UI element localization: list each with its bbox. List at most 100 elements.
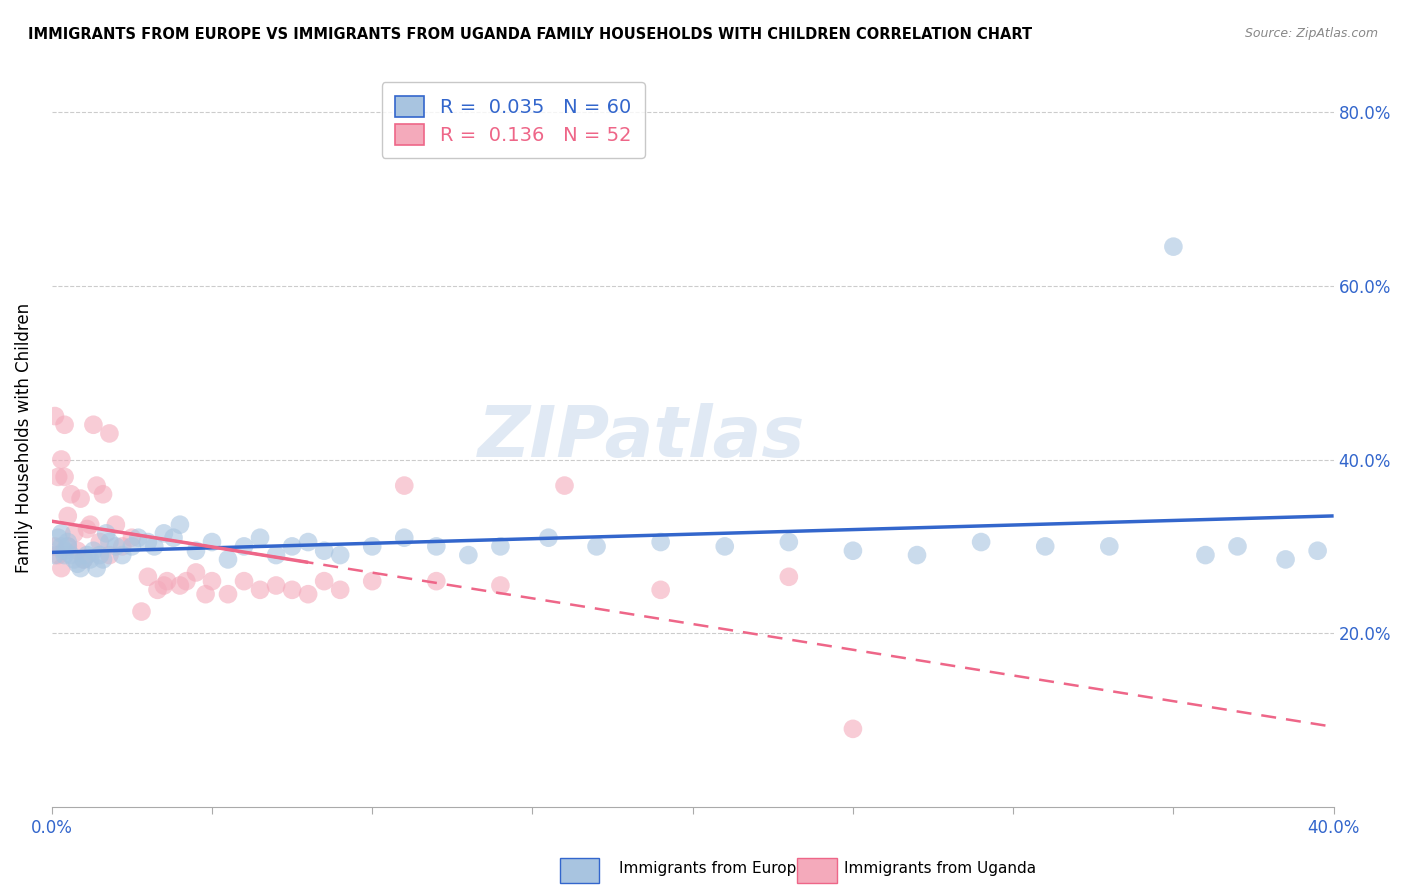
Point <box>56 535 79 549</box>
Point <box>153 526 176 541</box>
Point <box>585 540 607 554</box>
Text: Source: ZipAtlas.com: Source: ZipAtlas.com <box>1244 27 1378 40</box>
Point <box>201 535 224 549</box>
Point <box>905 548 928 562</box>
Point <box>69 561 91 575</box>
Point <box>46 548 69 562</box>
Point <box>297 535 319 549</box>
Point <box>76 522 98 536</box>
Point <box>98 548 121 562</box>
Point <box>44 540 66 554</box>
Point <box>553 478 575 492</box>
Point <box>91 552 114 566</box>
Point <box>69 491 91 506</box>
Legend: R =  0.035   N = 60, R =  0.136   N = 52: R = 0.035 N = 60, R = 0.136 N = 52 <box>381 82 645 159</box>
Point <box>156 574 179 589</box>
Point <box>489 540 512 554</box>
Point <box>297 587 319 601</box>
Point <box>136 535 159 549</box>
Point <box>184 543 207 558</box>
Point <box>314 574 336 589</box>
Point <box>111 548 134 562</box>
Point <box>44 409 66 423</box>
Point <box>650 582 672 597</box>
Point <box>281 540 304 554</box>
Point <box>842 543 865 558</box>
Point <box>51 526 73 541</box>
Point <box>127 531 149 545</box>
Point <box>104 517 127 532</box>
Point <box>56 540 79 554</box>
Point <box>143 540 166 554</box>
Point <box>249 582 271 597</box>
Point <box>314 543 336 558</box>
Y-axis label: Family Households with Children: Family Households with Children <box>15 302 32 573</box>
Point <box>46 531 69 545</box>
Point <box>44 548 66 562</box>
Point <box>56 508 79 523</box>
Point <box>79 552 101 566</box>
Text: ZIPatlas: ZIPatlas <box>478 403 806 472</box>
Point <box>184 566 207 580</box>
Point <box>201 574 224 589</box>
Point <box>329 548 352 562</box>
Point <box>176 574 198 589</box>
Point <box>46 470 69 484</box>
Point <box>361 574 384 589</box>
Text: Immigrants from Uganda: Immigrants from Uganda <box>844 861 1036 876</box>
Point <box>537 531 560 545</box>
Point <box>59 548 82 562</box>
Point <box>146 582 169 597</box>
Point <box>1194 548 1216 562</box>
Point <box>233 574 256 589</box>
Point <box>842 722 865 736</box>
Point <box>1163 239 1185 253</box>
Point <box>264 578 287 592</box>
Point <box>329 582 352 597</box>
Point <box>76 548 98 562</box>
Point <box>1033 540 1056 554</box>
Point <box>53 548 76 562</box>
Point <box>217 587 239 601</box>
Point <box>79 517 101 532</box>
Point <box>131 605 153 619</box>
Point <box>82 543 104 558</box>
Point <box>121 540 143 554</box>
Point <box>169 578 191 592</box>
Point <box>53 543 76 558</box>
Point <box>281 582 304 597</box>
Point <box>264 548 287 562</box>
Point <box>394 478 416 492</box>
Point <box>217 552 239 566</box>
Point <box>394 531 416 545</box>
Point <box>121 531 143 545</box>
Point <box>73 552 96 566</box>
Point <box>56 540 79 554</box>
Point <box>63 526 86 541</box>
Point <box>86 561 108 575</box>
Point <box>713 540 735 554</box>
Text: IMMIGRANTS FROM EUROPE VS IMMIGRANTS FROM UGANDA FAMILY HOUSEHOLDS WITH CHILDREN: IMMIGRANTS FROM EUROPE VS IMMIGRANTS FRO… <box>28 27 1032 42</box>
Point <box>778 535 800 549</box>
Point <box>51 452 73 467</box>
Point <box>111 540 134 554</box>
Point <box>66 543 89 558</box>
Point <box>66 557 89 571</box>
Point <box>425 540 447 554</box>
Point <box>1226 540 1249 554</box>
Point <box>136 570 159 584</box>
Point <box>457 548 479 562</box>
Point <box>104 540 127 554</box>
Point <box>970 535 993 549</box>
Point <box>59 487 82 501</box>
Point <box>89 535 111 549</box>
Point <box>162 531 184 545</box>
Point <box>53 470 76 484</box>
Point <box>89 548 111 562</box>
Point <box>1306 543 1329 558</box>
Point <box>361 540 384 554</box>
Point <box>82 417 104 432</box>
Point <box>233 540 256 554</box>
Point <box>169 517 191 532</box>
Text: Immigrants from Europe: Immigrants from Europe <box>619 861 806 876</box>
